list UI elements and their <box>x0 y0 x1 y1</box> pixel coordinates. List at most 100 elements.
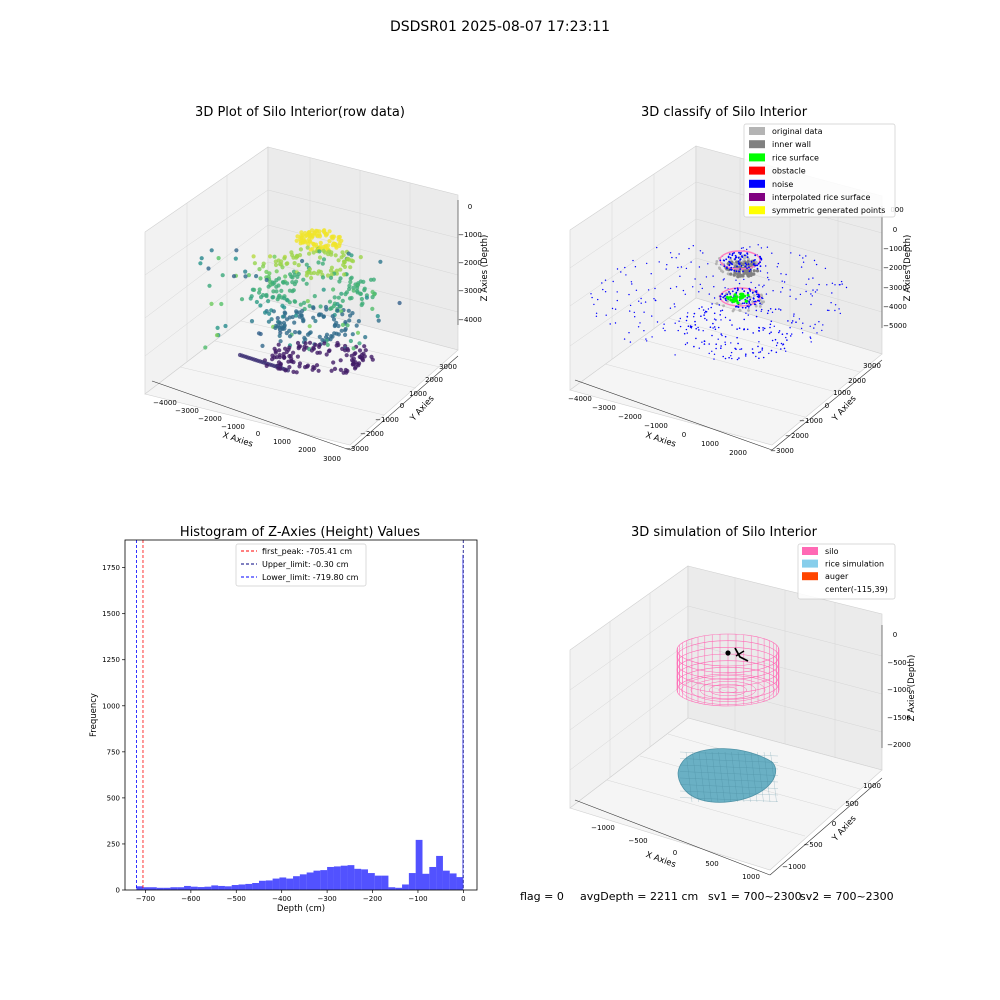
classify-point <box>753 300 756 303</box>
raw-ztick: −3000 <box>458 287 482 295</box>
classify-point <box>726 293 729 296</box>
classify-point <box>729 272 733 276</box>
classify-point <box>620 271 622 273</box>
classify-point <box>810 293 812 295</box>
classify-point <box>757 262 760 265</box>
classify-point <box>674 354 676 356</box>
simulation-ytick: −1000 <box>782 863 806 871</box>
raw-point <box>339 291 344 296</box>
classify-point <box>766 272 769 274</box>
simulation-legend-label: center(-115,39) <box>825 585 888 594</box>
classify-point <box>841 283 843 285</box>
raw-point <box>304 281 309 286</box>
status-flag: flag = 0 <box>520 890 564 903</box>
rice-mesh-line <box>679 758 779 763</box>
histogram-y-ticks: 0 250 500 750 1000 1250 1500 1750 <box>102 564 125 895</box>
raw-point <box>338 267 343 272</box>
classify-point <box>725 258 728 261</box>
classify-point <box>625 274 627 276</box>
classify-point <box>750 261 753 263</box>
classify-point <box>756 295 759 298</box>
histogram-xtick-label: −400 <box>272 895 291 903</box>
classify-point <box>749 303 752 306</box>
raw-point <box>243 274 248 279</box>
classify-point <box>698 347 700 349</box>
raw-point <box>297 364 302 369</box>
raw-point <box>216 256 221 261</box>
silo-floor-ring <box>709 683 747 697</box>
raw-point <box>306 242 311 247</box>
raw-point <box>336 323 341 329</box>
raw-point <box>258 276 263 281</box>
raw-ztick: −1000 <box>458 231 482 239</box>
classify-point <box>686 332 688 334</box>
classify-point <box>663 323 665 325</box>
auger-marker <box>725 647 749 662</box>
raw-point <box>273 259 278 264</box>
classify-point <box>698 291 700 293</box>
classify-point <box>775 351 778 354</box>
classify-point <box>810 303 812 306</box>
classify-point <box>746 293 750 297</box>
classify-point <box>755 309 758 312</box>
classify-point <box>709 326 712 329</box>
raw-point <box>214 333 220 338</box>
classify-point <box>805 283 807 286</box>
classify-point <box>708 343 710 345</box>
raw-point <box>291 369 296 374</box>
histogram-legend-label: Lower_limit: -719.80 cm <box>262 573 359 582</box>
raw-point <box>254 299 259 305</box>
classify-point <box>748 305 750 308</box>
classify-point <box>736 287 739 290</box>
raw-point <box>355 330 361 335</box>
classify-point <box>785 273 787 276</box>
classify-point <box>724 341 726 343</box>
classify-point <box>724 316 727 319</box>
classify-point <box>693 345 695 348</box>
raw-ytick: 1000 <box>409 390 427 398</box>
classify-point <box>724 287 726 289</box>
classify-point <box>767 276 769 279</box>
classify-point <box>630 281 633 283</box>
raw-point <box>307 324 312 329</box>
classify-point <box>729 293 732 295</box>
raw-point <box>362 288 367 293</box>
raw-point <box>311 315 316 320</box>
raw-point <box>352 366 358 371</box>
classify-point <box>771 311 774 313</box>
classify-point <box>689 326 692 328</box>
raw-point <box>355 285 360 290</box>
raw-point <box>283 368 288 373</box>
classify-point <box>758 284 760 286</box>
raw-point <box>264 293 269 299</box>
raw-point <box>287 334 293 339</box>
classify-point <box>793 315 795 317</box>
raw-point <box>358 291 363 296</box>
raw-point <box>326 349 331 354</box>
classify-point <box>741 306 744 309</box>
raw-point <box>318 240 323 245</box>
classify-point <box>769 323 772 326</box>
raw-point <box>370 306 375 311</box>
classify-point <box>781 333 784 336</box>
raw-point <box>321 257 327 262</box>
classify-point <box>728 356 730 359</box>
classify-point <box>743 294 747 298</box>
histogram-xtick-label: −700 <box>136 895 155 903</box>
rice-mesh-line <box>679 797 779 802</box>
classify-point <box>629 310 631 312</box>
raw-point <box>273 262 279 268</box>
rice-mesh-line <box>711 751 719 803</box>
raw-point <box>294 370 299 375</box>
histogram-bar <box>374 875 382 890</box>
classify-legend-label: inner wall <box>772 140 811 149</box>
classify-point <box>770 320 773 323</box>
raw-point <box>363 348 368 353</box>
classify-point <box>602 288 604 291</box>
classify-point <box>719 298 722 300</box>
rice-mesh-line <box>679 777 779 783</box>
classify-point <box>793 313 795 315</box>
raw-point <box>345 323 350 328</box>
raw-xtick: 2000 <box>298 446 316 454</box>
classify-point <box>759 302 761 305</box>
